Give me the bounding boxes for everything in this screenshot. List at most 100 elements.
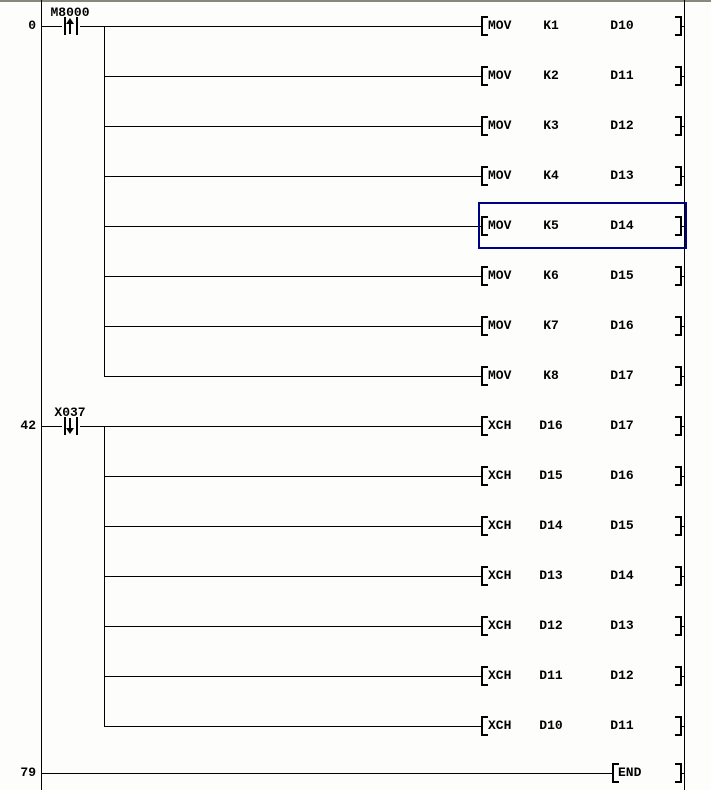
instruction-opcode: MOV — [488, 68, 512, 83]
instruction-mov-k7-d16[interactable]: MOV K7 D16 — [478, 314, 688, 338]
step-number: 42 — [20, 418, 36, 433]
instruction-operand2: D17 — [610, 368, 634, 383]
instruction-opcode: XCH — [488, 718, 512, 733]
instruction-mov-k8-d17[interactable]: MOV K8 D17 — [478, 364, 688, 388]
wire-segment — [104, 476, 481, 477]
right-bracket-icon — [675, 266, 682, 286]
rail-connector-wire — [682, 626, 685, 627]
rail-connector-wire — [682, 526, 685, 527]
instruction-operand1: K3 — [543, 118, 559, 133]
rail-connector-wire — [682, 773, 685, 774]
instruction-xch-d11-d12[interactable]: XCH D11 D12 — [478, 664, 688, 688]
instruction-opcode: MOV — [488, 168, 512, 183]
rail-connector-wire — [682, 26, 685, 27]
wire-segment — [41, 26, 62, 27]
instruction-mov-k5-d14[interactable]: MOV K5 D14 — [478, 214, 688, 238]
left-bracket-icon — [481, 516, 488, 536]
right-bracket-icon — [675, 616, 682, 636]
instruction-xch-d14-d15[interactable]: XCH D14 D15 — [478, 514, 688, 538]
rail-connector-wire — [682, 226, 685, 227]
left-bracket-icon — [481, 216, 488, 236]
left-bracket-icon — [481, 666, 488, 686]
wire-segment — [104, 176, 481, 177]
instruction-xch-d16-d17[interactable]: XCH D16 D17 — [478, 414, 688, 438]
instruction-operand1: D15 — [539, 468, 563, 483]
rail-connector-wire — [682, 476, 685, 477]
instruction-opcode: MOV — [488, 18, 512, 33]
left-bracket-icon — [612, 763, 619, 783]
instruction-xch-d12-d13[interactable]: XCH D12 D13 — [478, 614, 688, 638]
instruction-operand2: D17 — [610, 418, 634, 433]
wire-segment — [104, 126, 481, 127]
right-bracket-icon — [675, 216, 682, 236]
wire-segment — [104, 276, 481, 277]
right-bracket-icon — [675, 516, 682, 536]
instruction-opcode: MOV — [488, 368, 512, 383]
instruction-opcode: XCH — [488, 618, 512, 633]
right-bracket-icon — [675, 666, 682, 686]
instruction-operand1: K1 — [543, 18, 559, 33]
wire-segment — [104, 726, 481, 727]
instruction-end[interactable]: END — [609, 761, 711, 785]
wire-segment — [104, 376, 481, 377]
instruction-operand2: D12 — [610, 118, 634, 133]
instruction-operand1: K2 — [543, 68, 559, 83]
left-power-rail — [41, 0, 42, 790]
instruction-xch-d15-d16[interactable]: XCH D15 D16 — [478, 464, 688, 488]
instruction-mov-k4-d13[interactable]: MOV K4 D13 — [478, 164, 688, 188]
left-bracket-icon — [481, 366, 488, 386]
right-bracket-icon — [675, 466, 682, 486]
left-bracket-icon — [481, 116, 488, 136]
arrow-shaft — [69, 23, 71, 34]
contact-label: X037 — [54, 405, 86, 420]
falling-edge-arrow-icon — [66, 428, 74, 434]
rail-connector-wire — [682, 726, 685, 727]
instruction-operand1: K6 — [543, 268, 559, 283]
instruction-operand2: D11 — [610, 718, 634, 733]
contact-bar-right — [76, 417, 78, 435]
right-bracket-icon — [675, 716, 682, 736]
instruction-operand1: K7 — [543, 318, 559, 333]
instruction-operand2: D16 — [610, 468, 634, 483]
instruction-mov-k1-d10[interactable]: MOV K1 D10 — [478, 14, 688, 38]
instruction-opcode: END — [618, 765, 642, 780]
instruction-mov-k2-d11[interactable]: MOV K2 D11 — [478, 64, 688, 88]
rail-connector-wire — [682, 126, 685, 127]
wire-segment — [104, 576, 481, 577]
instruction-xch-d13-d14[interactable]: XCH D13 D14 — [478, 564, 688, 588]
instruction-operand1: D10 — [539, 718, 563, 733]
right-bracket-icon — [675, 763, 682, 783]
right-bracket-icon — [675, 566, 682, 586]
left-bracket-icon — [481, 166, 488, 186]
instruction-mov-k3-d12[interactable]: MOV K3 D12 — [478, 114, 688, 138]
instruction-opcode: XCH — [488, 468, 512, 483]
rail-connector-wire — [682, 326, 685, 327]
top-divider — [0, 0, 711, 2]
instruction-operand2: D13 — [610, 618, 634, 633]
left-bracket-icon — [481, 416, 488, 436]
wire-segment — [104, 626, 481, 627]
wire-segment — [104, 526, 481, 527]
instruction-xch-d10-d11[interactable]: XCH D10 D11 — [478, 714, 688, 738]
contact-x037[interactable] — [62, 417, 80, 435]
instruction-opcode: XCH — [488, 568, 512, 583]
contact-bar-left — [64, 17, 66, 35]
instruction-mov-k6-d15[interactable]: MOV K6 D15 — [478, 264, 688, 288]
instruction-operand2: D14 — [610, 568, 634, 583]
selection-cursor — [478, 202, 687, 249]
left-bracket-icon — [481, 66, 488, 86]
instruction-operand2: D15 — [610, 268, 634, 283]
left-bracket-icon — [481, 466, 488, 486]
instruction-opcode: XCH — [488, 668, 512, 683]
instruction-operand2: D12 — [610, 668, 634, 683]
instruction-opcode: MOV — [488, 118, 512, 133]
rail-connector-wire — [682, 76, 685, 77]
instruction-operand1: D12 — [539, 618, 563, 633]
right-bracket-icon — [675, 316, 682, 336]
branch-vertical-wire — [104, 26, 105, 377]
instruction-operand1: D14 — [539, 518, 563, 533]
wire-segment — [80, 26, 481, 27]
contact-m8000[interactable] — [62, 17, 80, 35]
rail-connector-wire — [682, 276, 685, 277]
